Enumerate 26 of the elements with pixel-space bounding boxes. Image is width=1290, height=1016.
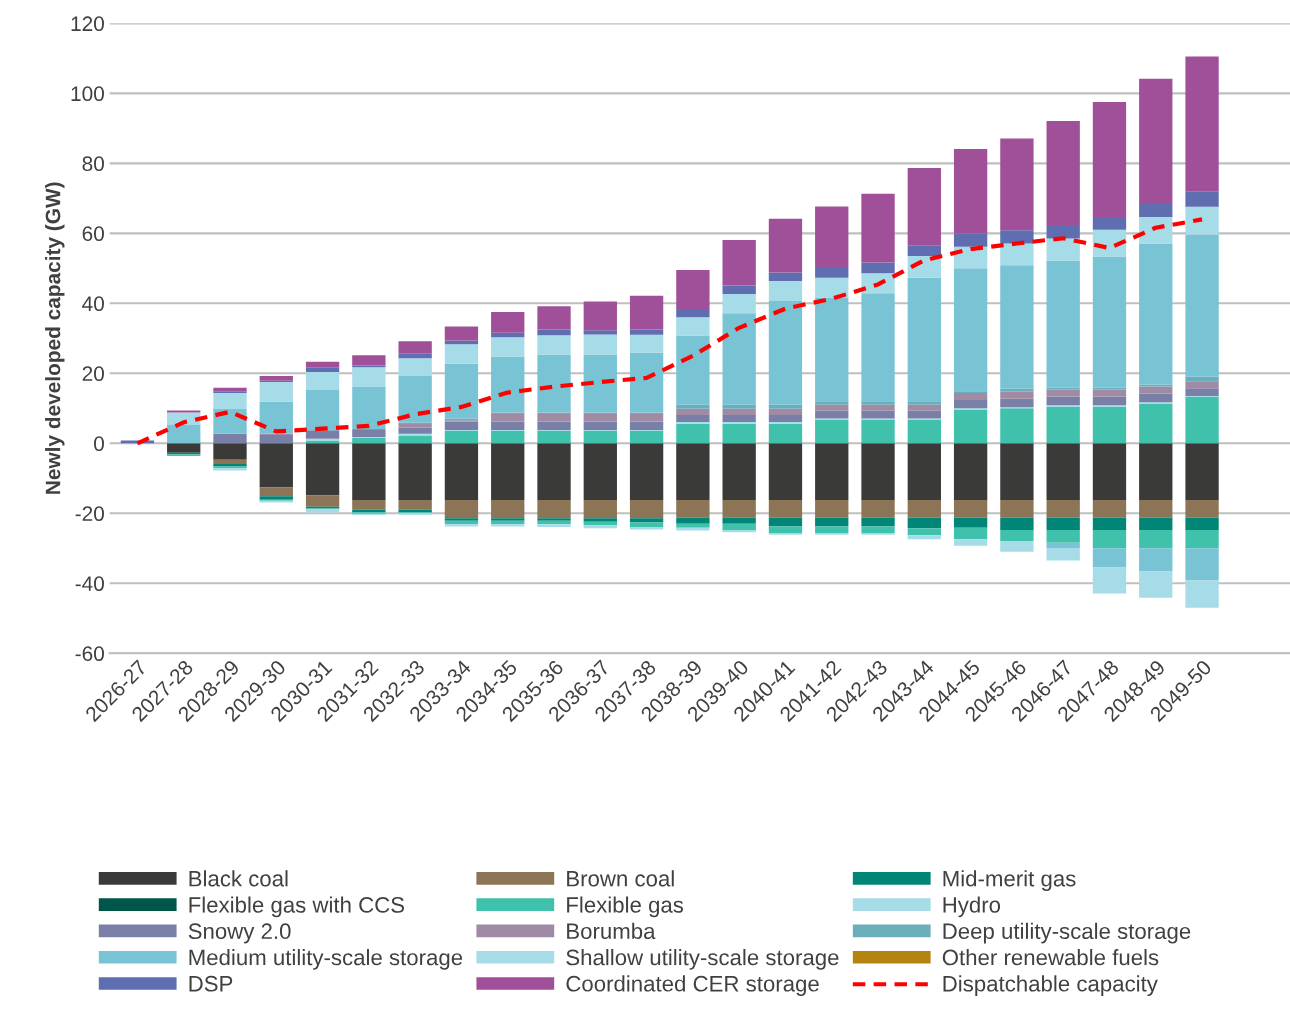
legend-label: Dispatchable capacity bbox=[943, 975, 1158, 996]
y-tick-label: 20 bbox=[82, 366, 104, 382]
legend-label: Borumba bbox=[567, 922, 656, 940]
y-tick-label: 100 bbox=[71, 86, 104, 102]
y-tick-label: -60 bbox=[75, 646, 104, 662]
legend-label: Hydro bbox=[943, 896, 1001, 918]
legend-label: Deep utility-scale storage bbox=[943, 922, 1191, 944]
y-tick-label: 80 bbox=[82, 156, 104, 172]
legend-label: Flexible gas bbox=[567, 896, 684, 918]
legend-label: Mid-merit gas bbox=[943, 870, 1076, 891]
legend-label: Snowy 2.0 bbox=[188, 923, 291, 944]
legend-label: Medium utility-scale storage bbox=[189, 949, 463, 970]
y-tick-label: 40 bbox=[82, 296, 104, 312]
y-tick-label: -20 bbox=[75, 506, 104, 522]
y-tick-label: 60 bbox=[82, 226, 104, 242]
legend-label: Other renewable fuels bbox=[942, 949, 1159, 966]
legend-label: Flexible gas with CCS bbox=[189, 896, 405, 918]
legend-label: Shallow utility-scale storage bbox=[566, 949, 839, 970]
y-tick-label: 0 bbox=[94, 436, 104, 452]
y-axis-title: Newly developed capacity (GW) bbox=[45, 182, 65, 494]
y-tick-label: -40 bbox=[75, 576, 104, 592]
legend-label: Brown coal bbox=[567, 870, 674, 887]
legend-label: Black coal bbox=[189, 870, 288, 887]
legend-label: Coordinated CER storage bbox=[566, 975, 819, 996]
y-tick-label: 120 bbox=[71, 16, 104, 32]
legend-label: DSP bbox=[189, 975, 233, 992]
